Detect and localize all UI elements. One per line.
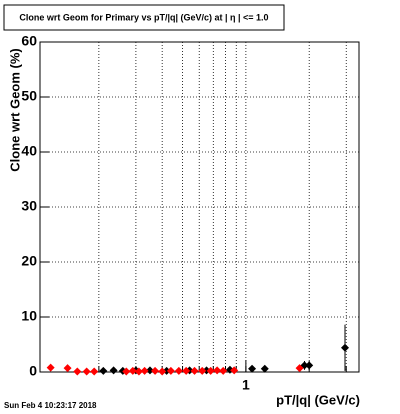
data-point [230,366,239,375]
data-point [82,367,91,376]
y-tick-label: 40 [21,143,37,159]
y-tick-label: 0 [29,363,37,379]
y-tick-label: 10 [21,308,37,324]
title-box [3,4,285,31]
data-point [174,366,183,375]
data-point [73,367,82,376]
y-tick-label: 20 [21,253,37,269]
y-tick-label: 60 [21,33,37,49]
x-axis-label: pT/|q| (GeV/c) [276,392,360,407]
data-point [198,366,207,375]
data-point [341,343,350,352]
data-point [122,367,131,376]
data-point [182,366,191,375]
x-tick-label: 1 [242,377,250,393]
data-point [206,366,215,375]
data-point [128,366,137,375]
data-point [260,364,269,373]
footer: Sun Feb 4 10:23:17 2018 [4,401,97,410]
data-point [134,367,143,376]
y-tick-label: 30 [21,198,37,214]
data-point [151,366,160,375]
data-point [248,364,257,373]
data-point [145,366,154,375]
data-point [140,366,149,375]
chart-title: Clone wrt Geom for Primary vs pT/|q| (Ge… [19,12,268,22]
data-point [295,364,304,373]
data-point [305,361,314,370]
data-point [99,366,108,375]
data-point [219,366,228,375]
data-point [63,364,72,373]
data-point [166,366,175,375]
y-tick-label: 50 [21,88,37,104]
y-axis-label: Clone wrt Geom (%) [7,48,22,172]
data-point [109,366,118,375]
data-point [46,363,55,372]
data-point [190,366,199,375]
data-point [90,367,99,376]
data-point [158,367,167,376]
data-point [213,366,222,375]
